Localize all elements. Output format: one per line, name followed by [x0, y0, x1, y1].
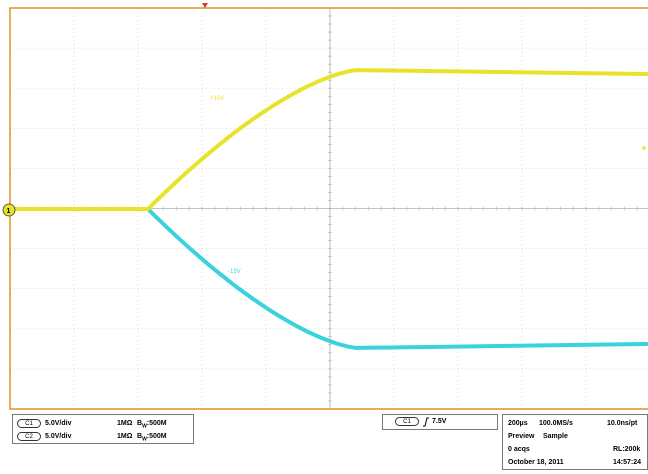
ch2-trace-label: -15V: [228, 269, 241, 275]
sampling-mode: Sample: [543, 433, 568, 440]
ch1-bw-symbol: B: [137, 420, 143, 427]
ch1-ground-marker-icon[interactable]: [2, 203, 16, 217]
trigger-panel: C1 7.5V: [382, 414, 498, 430]
acquisition-mode: Preview: [508, 433, 535, 440]
ch1-bandwidth: BW:500M: [137, 420, 167, 429]
ch1-bw-subscript: W: [142, 423, 147, 430]
trigger-source-badge[interactable]: C1: [395, 417, 419, 426]
ch2-bw-value: :500M: [146, 433, 167, 440]
ch2-waveform: [10, 207, 648, 350]
rising-edge-icon: [423, 417, 429, 427]
resolution: 10.0ns/pt: [607, 420, 638, 427]
acquisition-count: 0 acqs: [508, 446, 530, 453]
ch1-bw-value: :500M: [146, 420, 167, 427]
ch1-trace-label: +15V: [210, 96, 224, 102]
trigger-level-marker-icon[interactable]: [642, 146, 646, 150]
ch2-bandwidth: BW:500M: [137, 433, 167, 442]
ch1-impedance: 1MΩ: [117, 420, 133, 427]
ch2-scale[interactable]: 5.0V/div: [45, 433, 72, 440]
sample-rate: 100.0MS/s: [539, 420, 573, 427]
ch1-badge[interactable]: C1: [17, 419, 41, 428]
ch1-waveform: [10, 68, 648, 211]
time-per-div[interactable]: 200µs: [508, 420, 528, 427]
acquisition-date: October 18, 2011: [508, 459, 564, 466]
ch1-scale[interactable]: 5.0V/div: [45, 420, 72, 427]
ch1-ground-marker-label: 1: [7, 208, 11, 215]
trigger-level[interactable]: 7.5V: [432, 418, 447, 425]
ch2-badge[interactable]: C2: [17, 432, 41, 441]
acquisition-time: 14:57:24: [613, 459, 642, 466]
trigger-position-marker-icon[interactable]: [202, 3, 208, 8]
ch2-bw-subscript: W: [142, 436, 147, 443]
channel-settings-panel: C1 5.0V/div 1MΩ BW:500M C2 5.0V/div 1MΩ …: [12, 414, 194, 444]
ch2-impedance: 1MΩ: [117, 433, 133, 440]
ch2-bw-symbol: B: [137, 433, 143, 440]
record-length: RL:200k: [613, 446, 641, 453]
acquisition-panel: 200µs 100.0MS/s 10.0ns/pt Preview Sample…: [502, 414, 648, 470]
